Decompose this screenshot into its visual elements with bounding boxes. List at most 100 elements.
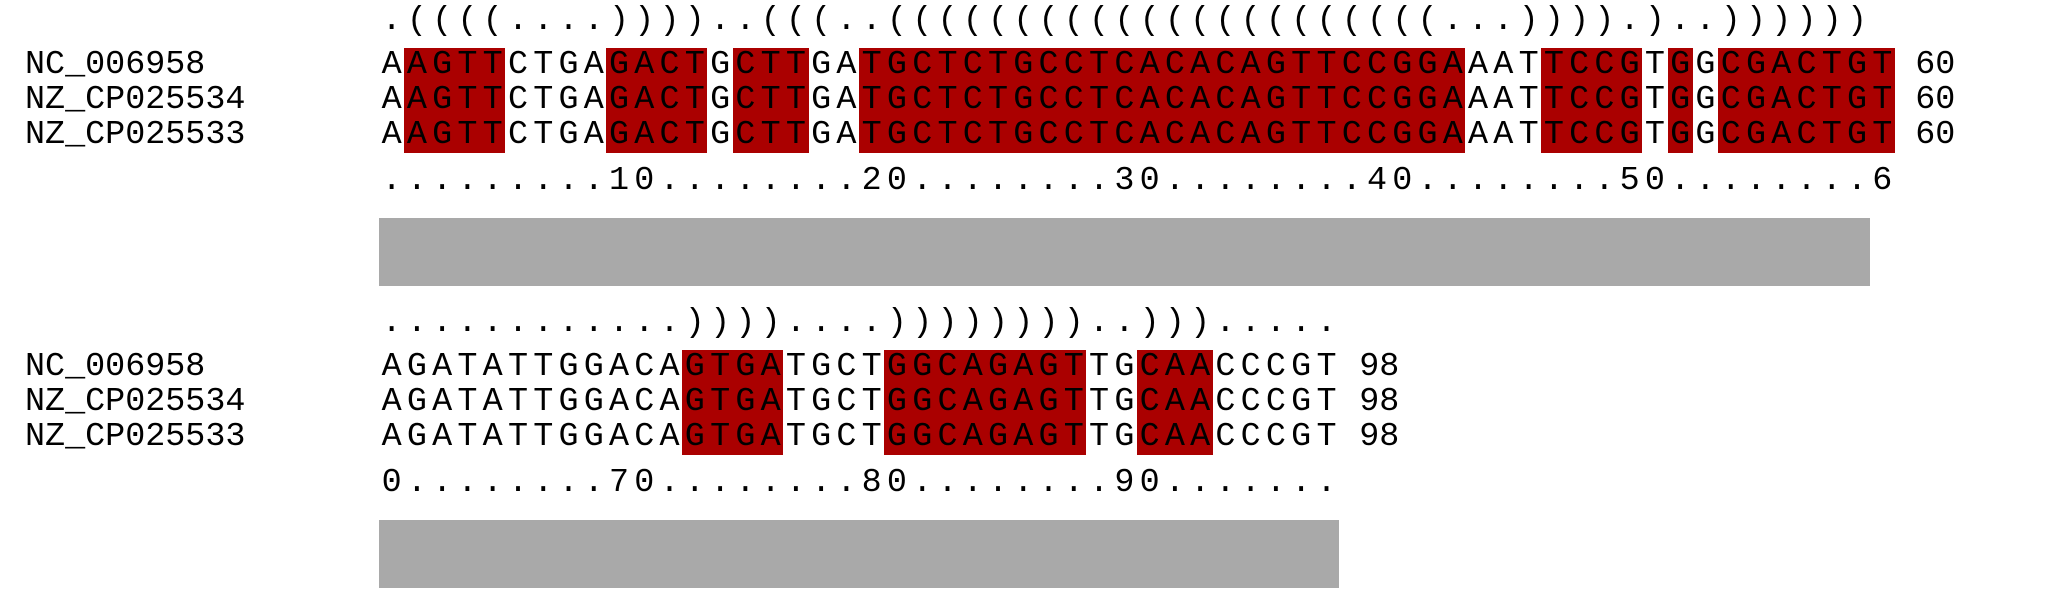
structure-char: . [659,304,680,342]
base: G [811,116,832,154]
paired-base: C [1061,118,1087,153]
paired-base: C [934,385,961,420]
base: G [558,81,579,119]
ruler-char: . [1670,162,1691,200]
paired-base: T [1061,350,1087,385]
paired-base: G [1010,118,1036,153]
ruler-char: . [1038,464,1059,502]
base: G [1695,116,1716,154]
base: A [482,348,503,386]
paired-base: G [1617,83,1643,118]
paired-base: G [1617,48,1643,83]
paired-base: C [1566,83,1592,118]
structure-char: ( [406,2,427,40]
base: T [785,418,806,456]
ruler-char: . [1543,162,1564,200]
base: T [533,81,554,119]
base: A [659,383,680,421]
structure-char: ) [1644,2,1665,40]
ruler-char: . [1265,464,1286,502]
base: G [710,81,731,119]
base: G [1695,46,1716,84]
paired-base: T [1313,118,1340,153]
base: A [836,46,857,84]
ruler-char: . [1190,162,1211,200]
paired-base: A [1768,48,1794,83]
paired-base: G [884,83,910,118]
paired-base: G [1667,83,1693,118]
paired-base: T [1541,48,1567,83]
paired-base: C [1364,48,1390,83]
paired-base: C [1591,118,1618,153]
paired-base: T [1086,48,1112,83]
paired-base: G [1010,48,1036,83]
paired-base: A [1238,118,1264,153]
paired-base: G [732,385,758,420]
structure-char: . [1240,304,1261,342]
ruler-char: . [1493,162,1514,200]
base: T [1518,46,1539,84]
base: G [558,348,579,386]
sequence-name: NC_006958 [25,348,206,386]
base: G [811,81,832,119]
paired-base: A [1162,385,1188,420]
structure-char: ) [1821,2,1842,40]
structure-char: . [381,304,402,342]
base: G [1291,348,1312,386]
base: T [533,46,554,84]
base: T [1644,46,1665,84]
paired-base: A [1768,83,1794,118]
base: T [861,348,882,386]
paired-base: C [656,118,683,153]
paired-base: T [985,118,1011,153]
structure-char: ) [1847,2,1868,40]
base: T [1316,418,1337,456]
base: T [1518,116,1539,154]
structure-char: ( [482,2,503,40]
paired-base: C [960,48,986,83]
base: T [785,348,806,386]
paired-base: A [1136,83,1163,118]
ruler-char: . [1316,162,1337,200]
paired-base: A [757,420,784,455]
base: G [558,418,579,456]
paired-base: C [1162,118,1188,153]
paired-base: G [606,83,632,118]
structure-char: . [861,2,882,40]
base: C [1215,348,1236,386]
paired-base: C [1566,118,1592,153]
base: G [811,46,832,84]
base: A [1468,46,1489,84]
base: A [1493,116,1514,154]
structure-char: ( [1366,2,1388,40]
paired-base: G [1389,118,1415,153]
base: G [1114,418,1135,456]
paired-base: A [1010,420,1036,455]
paired-base: C [934,350,961,385]
structure-char: ( [1063,2,1084,40]
paired-base: T [454,48,481,83]
paired-base: A [1010,350,1036,385]
ruler-char: . [1013,464,1034,502]
paired-base: C [732,48,758,83]
conservation-bar [379,520,1339,588]
paired-base: G [1263,118,1289,153]
paired-base: C [1718,118,1744,153]
base: C [1240,348,1261,386]
structure-char: ) [760,304,781,342]
paired-base: C [1035,83,1062,118]
base: G [710,46,731,84]
paired-base: G [429,118,455,153]
ruler-char: 0 [381,464,402,502]
ruler-char: . [1063,464,1084,502]
base: A [583,81,604,119]
paired-base: C [934,420,961,455]
base: A [381,116,402,154]
ruler-char: . [811,162,832,200]
ruler-char: . [432,464,453,502]
base: C [507,81,528,119]
base: T [533,116,554,154]
ruler-char: . [457,162,478,200]
ruler-char: . [1720,162,1741,200]
